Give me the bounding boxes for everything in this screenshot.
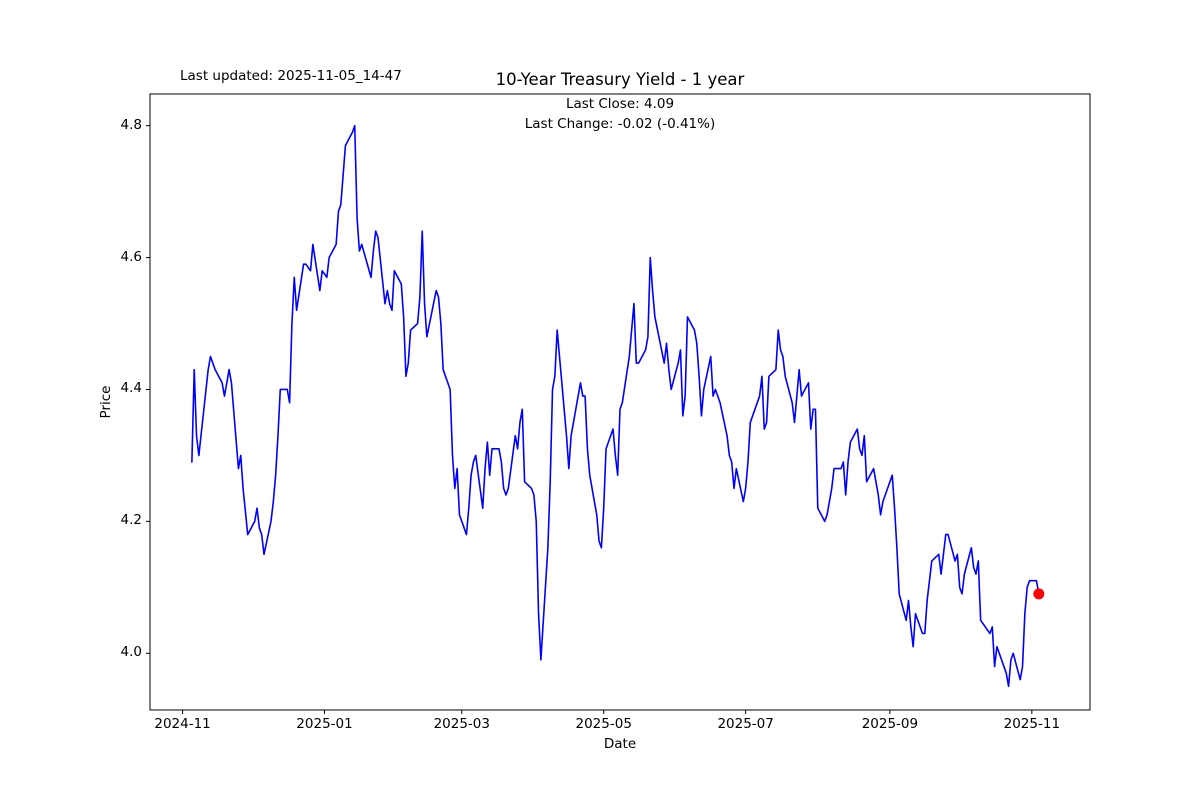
last-updated-text: Last updated: 2025-11-05_14-47 <box>180 68 402 84</box>
last-close-marker <box>1033 588 1045 600</box>
x-tick-label: 2025-05 <box>575 716 632 732</box>
y-tick-label: 4.4 <box>120 380 142 397</box>
chart-subtitle: Last Close: 4.09 Last Change: -0.02 (-0.4… <box>150 95 1090 134</box>
chart-title: 10-Year Treasury Yield - 1 year <box>495 70 745 89</box>
x-tick-label: 2025-09 <box>861 716 919 732</box>
x-tick-label: 2025-03 <box>433 716 490 732</box>
price-line <box>191 124 1040 688</box>
subtitle-last-close: Last Close: 4.09 <box>565 96 675 112</box>
x-tick-label: 2025-07 <box>717 716 774 732</box>
x-axis-label: Date <box>603 736 637 752</box>
x-tick-label: 2025-01 <box>296 716 353 732</box>
y-tick-label: 4.8 <box>120 116 142 133</box>
x-tick-label: 2025-11 <box>1003 716 1061 732</box>
x-tick-label: 2024-11 <box>154 716 211 732</box>
y-tick-label: 4.2 <box>120 512 142 529</box>
subtitle-last-change: Last Change: -0.02 (-0.41%) <box>524 115 716 132</box>
axes-border <box>149 93 1091 711</box>
y-tick-label: 4.6 <box>120 248 142 265</box>
y-tick-label: 4.0 <box>120 644 142 661</box>
